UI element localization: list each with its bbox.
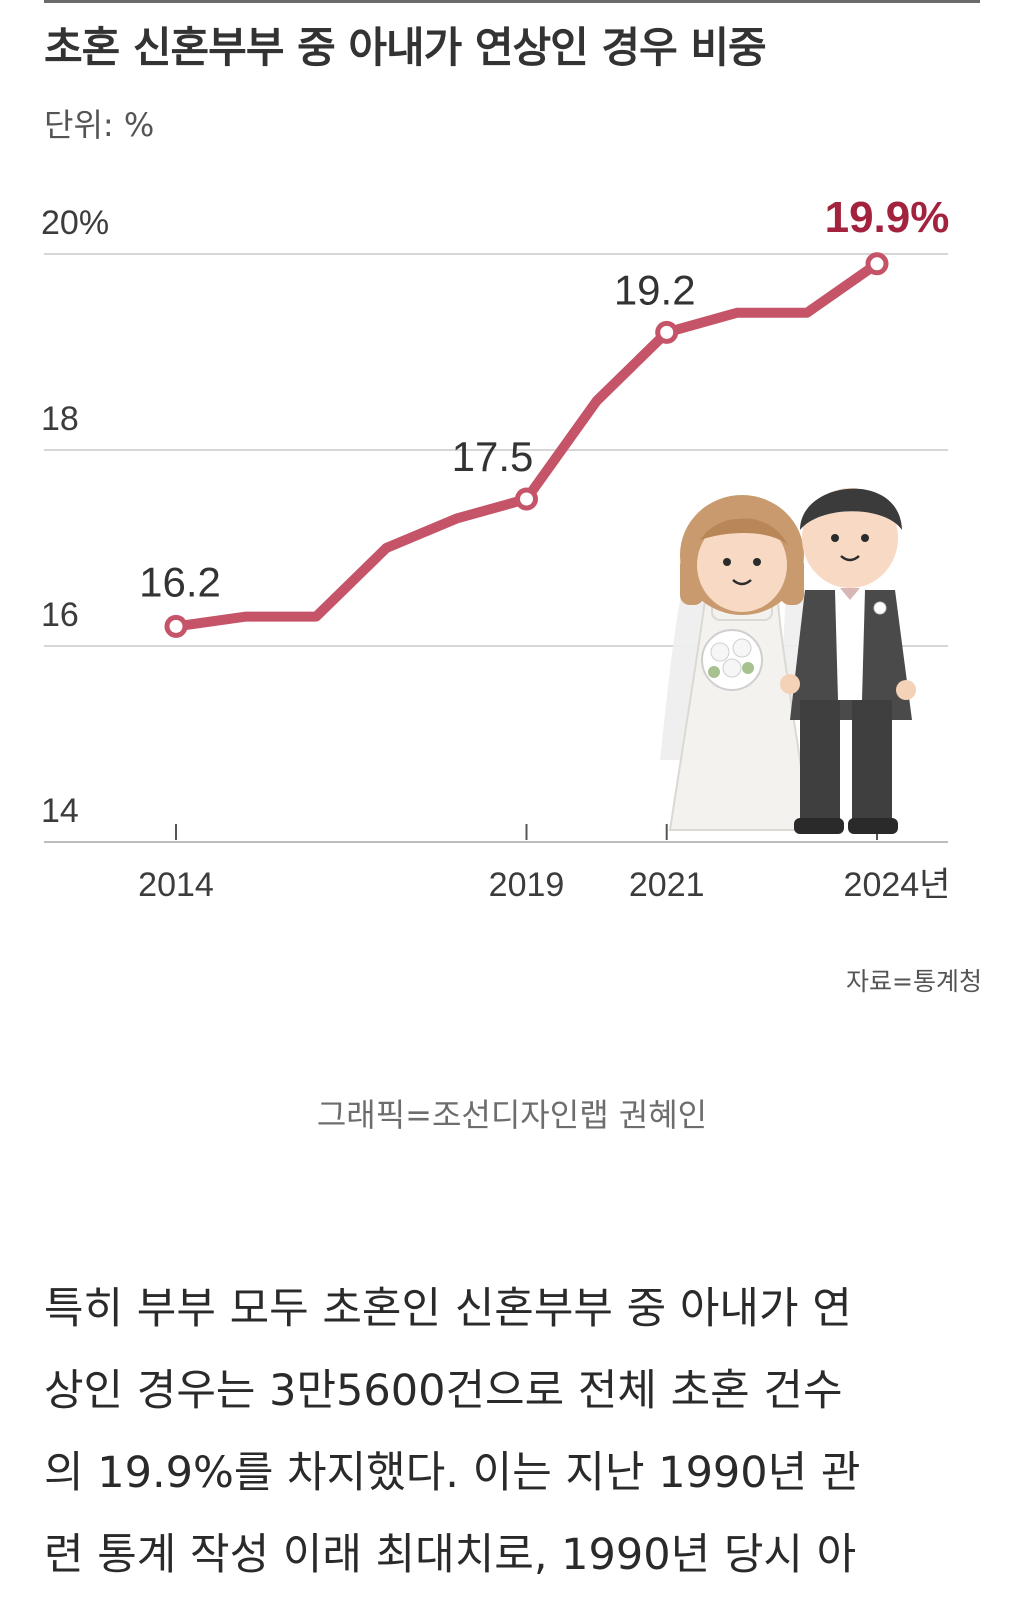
y-tick-label: 16 (41, 596, 79, 634)
article-body: 특히 부부 모두 초혼인 신혼부부 중 아내가 연 상인 경우는 3만5600건… (44, 1268, 984, 1596)
y-tick-labels: 20% 18 16 14 (41, 204, 109, 830)
y-tick-label: 14 (41, 792, 79, 830)
data-point-marker (164, 614, 188, 638)
graphic-credit: 그래픽=조선디자인랩 권혜인 (316, 1096, 708, 1134)
data-label: 19.9% (825, 193, 950, 242)
y-tick-label: 18 (41, 400, 79, 438)
chart-source: 자료=통계청 (846, 967, 982, 996)
data-label: 16.2 (139, 558, 221, 605)
y-tick-label: 20% (41, 204, 109, 242)
article-line: 의 19.9%를 차지했다. 이는 지난 1990년 관 (44, 1448, 861, 1498)
data-point-marker (515, 487, 538, 511)
line-chart: 20% 18 16 14 2014 2019 2021 2024년 (41, 193, 950, 904)
data-labels: 16.2 17.5 19.2 19.9% (139, 193, 949, 606)
chart-title: 초혼 신혼부부 중 아내가 연상인 경우 비중 (44, 23, 767, 72)
chart-unit: 단위: % (44, 106, 155, 144)
article-line: 상인 경우는 3만5600건으로 전체 초혼 건수 (44, 1366, 843, 1416)
data-point-marker (865, 252, 889, 276)
x-ticks: 2014 2019 2021 2024년 (138, 824, 950, 904)
data-point-marker (655, 320, 679, 344)
x-tick-label: 2021 (629, 866, 705, 904)
data-label: 17.5 (452, 433, 534, 480)
x-tick-label: 2019 (489, 866, 565, 904)
data-label: 19.2 (614, 266, 696, 313)
data-point-markers (164, 252, 889, 638)
x-tick-label: 2014 (138, 866, 214, 904)
article-line: 련 통계 작성 이래 최대치로, 1990년 당시 아 (44, 1530, 857, 1580)
x-tick-label: 2024년 (844, 866, 951, 904)
article-line: 특히 부부 모두 초혼인 신혼부부 중 아내가 연 (44, 1284, 852, 1334)
top-rule (44, 0, 980, 3)
wedding-couple-illustration (660, 488, 916, 834)
